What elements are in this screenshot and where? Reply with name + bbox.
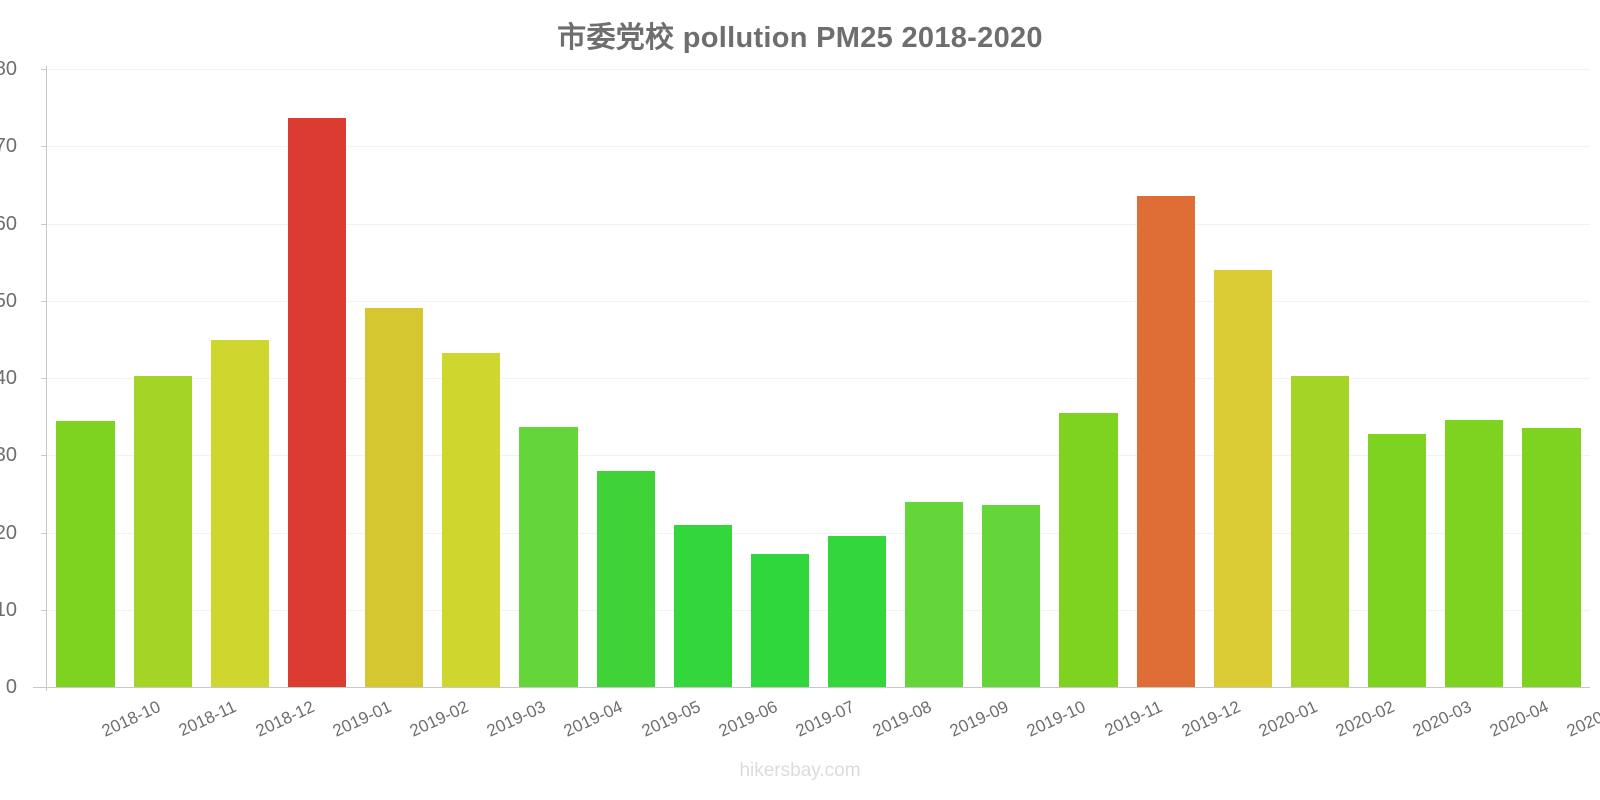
bar-2019-10[interactable] — [982, 504, 1041, 687]
x-tick-label-2019-04: 2019-04 — [561, 697, 626, 741]
y-tick-mark — [41, 300, 47, 302]
bar-2019-04[interactable] — [519, 426, 578, 687]
y-tick-mark — [41, 223, 47, 225]
x-tick-label-2019-09: 2019-09 — [947, 697, 1012, 741]
bar-2019-03[interactable] — [442, 352, 501, 687]
x-tick-label-2019-08: 2019-08 — [869, 697, 935, 741]
y-tick-mark — [41, 609, 47, 611]
y-tick-label: 20 — [0, 521, 17, 544]
gridline — [47, 300, 1590, 302]
y-tick-mark — [41, 146, 47, 148]
watermark-hikersbay: hikersbay.com — [739, 760, 861, 781]
gridline — [47, 532, 1590, 534]
bar-2019-07[interactable] — [750, 554, 810, 687]
bar-2020-01[interactable] — [1213, 269, 1272, 687]
x-tick-label-2019-12: 2019-12 — [1178, 697, 1244, 741]
bar-2019-12[interactable] — [1136, 196, 1195, 687]
bar-2019-11[interactable] — [1059, 412, 1118, 687]
x-tick-label-2019-02: 2019-02 — [407, 697, 472, 741]
bar-2020-05[interactable] — [1522, 428, 1581, 687]
bar-2020-03[interactable] — [1368, 434, 1427, 687]
x-axis-line — [33, 687, 1590, 688]
x-tick-label-2019-05: 2019-05 — [638, 697, 704, 741]
x-tick-label-2019-01: 2019-01 — [329, 697, 395, 741]
gridline — [47, 223, 1590, 225]
y-tick-label: 40 — [0, 367, 17, 389]
y-tick-label: 10 — [0, 598, 17, 621]
x-tick-label-2020-04: 2020-04 — [1487, 697, 1552, 741]
y-tick-mark — [41, 378, 47, 379]
plot-area — [47, 69, 1590, 687]
y-tick-label: 0 — [5, 676, 17, 698]
y-tick-label: 80 — [0, 58, 17, 80]
y-tick-label: 50 — [0, 289, 17, 312]
y-tick-mark — [41, 69, 47, 70]
gridline — [47, 609, 1590, 611]
y-tick-mark — [41, 687, 47, 688]
x-tick-label-2020-05: 2020-05 — [1564, 697, 1600, 741]
x-tick-label-2019-11: 2019-11 — [1101, 697, 1165, 741]
bar-2019-08[interactable] — [827, 536, 887, 687]
x-tick-label-2020-01: 2020-01 — [1255, 697, 1321, 741]
bar-2018-11[interactable] — [133, 376, 192, 687]
bar-2019-06[interactable] — [673, 524, 732, 687]
y-tick-label: 70 — [0, 135, 17, 158]
bar-2019-02[interactable] — [365, 308, 424, 687]
y-tick-label: 30 — [0, 444, 17, 467]
y-tick-mark — [41, 455, 47, 457]
gridline — [47, 69, 1590, 70]
gridline — [47, 455, 1590, 457]
x-tick-label-2020-02: 2020-02 — [1332, 697, 1398, 741]
x-tick-label-2019-06: 2019-06 — [715, 697, 781, 741]
bar-2019-09[interactable] — [905, 501, 964, 687]
x-tick-label-2019-10: 2019-10 — [1024, 697, 1089, 741]
x-tick-label-2018-10: 2018-10 — [98, 697, 163, 741]
bar-2019-05[interactable] — [596, 470, 655, 687]
bar-2018-12[interactable] — [210, 340, 269, 687]
x-tick-label-2018-11: 2018-11 — [175, 697, 239, 741]
chart-title: 市委党校 pollution PM25 2018-2020 — [557, 22, 1043, 54]
bar-2019-01[interactable] — [287, 118, 347, 687]
x-tick-label-2018-12: 2018-12 — [252, 697, 318, 741]
y-tick-mark — [41, 532, 47, 534]
x-tick-label-2020-03: 2020-03 — [1409, 697, 1475, 741]
x-tick-label-2019-07: 2019-07 — [792, 697, 858, 741]
x-tick-label-2019-03: 2019-03 — [484, 697, 549, 741]
gridline — [47, 146, 1590, 148]
bar-2018-10[interactable] — [56, 420, 115, 687]
bar-2020-04[interactable] — [1445, 419, 1504, 687]
y-tick-label: 60 — [0, 212, 17, 235]
gridline — [47, 378, 1590, 379]
bar-2020-02[interactable] — [1290, 375, 1350, 687]
